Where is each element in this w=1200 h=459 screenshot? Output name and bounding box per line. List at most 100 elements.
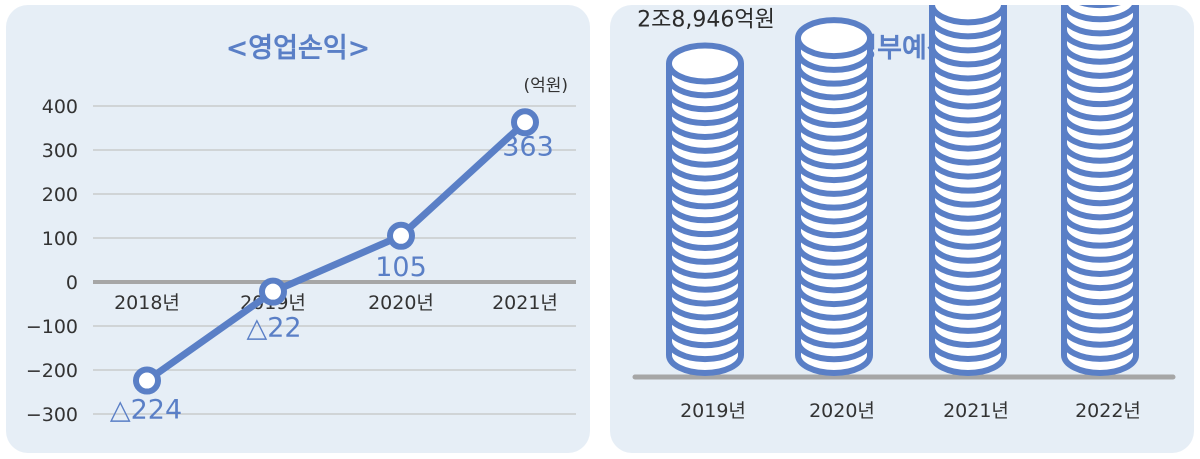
coin-edge (1061, 5, 1139, 23)
coin-edge (795, 340, 873, 363)
government-budget-coin-chart: <정부예산>2조8,946억원2019년3조1,178억원2020년3조4,15… (632, 5, 1176, 422)
operating-profit-panel: <영업손익> (억원) 400 300 200 100 0 −100 −200 −300 2018년… (6, 5, 590, 453)
coin-edge (1061, 312, 1139, 334)
coin-edge (795, 134, 873, 156)
data-point (133, 366, 161, 395)
coin-edge (929, 74, 1007, 96)
coin-edge (666, 299, 744, 321)
coin-edge (1061, 213, 1139, 235)
coin-edge (929, 172, 1007, 194)
coin-stack (795, 17, 873, 376)
coin-edge (795, 327, 873, 349)
coin-edge (1061, 57, 1139, 79)
x-tick-label: 2020년 (368, 292, 434, 314)
coin-edge (795, 106, 873, 128)
coin-edge (929, 158, 1007, 180)
coin-edge (795, 51, 873, 73)
coin-edge (929, 256, 1007, 278)
coin-top (929, 5, 1007, 26)
coin-edge (795, 79, 873, 101)
coin-edge (929, 340, 1007, 362)
coin-edge (1061, 29, 1139, 51)
data-point (259, 277, 287, 306)
y-tick-label: −200 (26, 360, 78, 382)
coin-edge (929, 130, 1007, 152)
coin-edge (1061, 43, 1139, 65)
coin-edge (795, 92, 873, 115)
data-label: 105 (375, 252, 427, 283)
coin-edge (666, 104, 744, 127)
y-tick-label: 100 (42, 228, 78, 250)
coin-edge (795, 175, 873, 197)
coin-edge (929, 326, 1007, 348)
coin-top (795, 17, 873, 60)
x-tick-label: 2021년 (492, 292, 558, 314)
x-tick-label: 2021년 (943, 400, 1009, 422)
y-tick-label: −300 (26, 404, 78, 426)
coin-edge (795, 189, 873, 211)
coin-edge (1061, 128, 1139, 150)
y-tick-label: 400 (42, 96, 78, 118)
coin-edge (1061, 227, 1139, 249)
coin-edge (929, 46, 1007, 68)
coin-edge (1061, 255, 1139, 277)
coin-edge (795, 216, 873, 239)
coin-edge (1061, 99, 1139, 122)
coin-edge (795, 147, 873, 170)
coin-edge (666, 340, 744, 363)
coin-edge (666, 201, 744, 224)
coin-edge (666, 76, 744, 99)
coin-edge (795, 120, 873, 142)
coin-edge (929, 32, 1007, 54)
coin-edge (666, 132, 744, 154)
coin-edge (1061, 15, 1139, 37)
coin-edge (929, 186, 1007, 208)
coin-edge (929, 298, 1007, 320)
coin-edge (666, 312, 744, 335)
coin-edge (1061, 156, 1139, 178)
x-tick-label: 2018년 (114, 292, 180, 314)
x-tick-label: 2019년 (680, 400, 746, 422)
budget-value-label: 3조1,178억원 (766, 5, 904, 7)
y-tick-label: 300 (42, 140, 78, 162)
coin-edge (929, 214, 1007, 236)
coin-stack (929, 5, 1007, 376)
coin-stack (1061, 5, 1139, 376)
coin-edge (795, 313, 873, 335)
data-label: △224 (110, 395, 182, 426)
y-tick-label: −100 (26, 316, 78, 338)
y-tick-label: 0 (66, 272, 78, 294)
coin-edge (929, 242, 1007, 264)
profit-line (143, 118, 529, 385)
coin-edge (929, 144, 1007, 166)
coin-edge (1061, 71, 1139, 93)
data-point (511, 108, 539, 137)
coin-stack (666, 42, 744, 376)
x-tick-label: 2022년 (1075, 400, 1141, 422)
coin-edge (666, 215, 744, 238)
coin-edge (929, 312, 1007, 334)
y-tick-label: 200 (42, 184, 78, 206)
coin-edge (1061, 114, 1139, 136)
coin-edge (666, 118, 744, 140)
coin-edge (795, 65, 873, 87)
operating-profit-line-chart: <영업손익> (억원) 400 300 200 100 0 −100 −200 −300 2018년… (26, 33, 576, 426)
x-tick-label: 2020년 (809, 400, 875, 422)
data-point (387, 221, 415, 250)
coin-edge (929, 270, 1007, 292)
data-label: △22 (246, 313, 301, 344)
data-label: 363 (502, 131, 554, 162)
coin-edge (795, 203, 873, 225)
coin-edge (1061, 184, 1139, 207)
coin-edge (929, 228, 1007, 250)
coin-edge (666, 146, 744, 168)
coin-edge (929, 60, 1007, 82)
line-chart-title: <영업손익> (226, 33, 371, 64)
coin-top (666, 42, 744, 85)
coin-edge (929, 200, 1007, 222)
coin-edge (666, 90, 744, 113)
coin-edge (666, 257, 744, 279)
coin-edge (929, 18, 1007, 40)
coin-edge (1061, 241, 1139, 263)
coin-edge (1061, 326, 1139, 348)
